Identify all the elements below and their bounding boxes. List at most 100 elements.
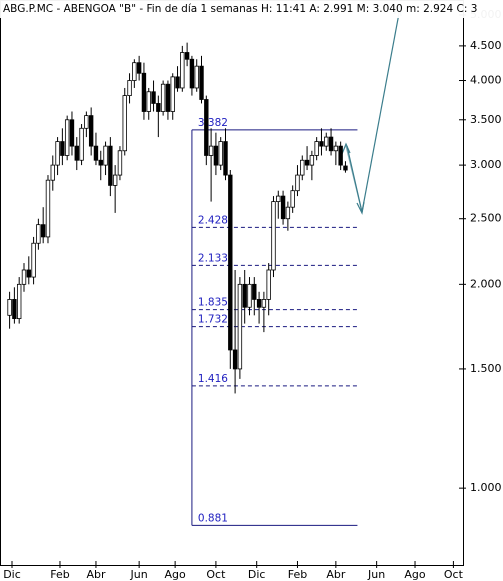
header-bg: [0, 0, 503, 18]
candle-body: [112, 174, 118, 186]
candle-body: [136, 62, 142, 74]
candle-body: [271, 201, 276, 271]
candle-body: [300, 159, 305, 176]
candle-body: [16, 283, 22, 319]
fib-level-label: 2.428: [198, 214, 228, 226]
candle-body: [208, 145, 214, 156]
fib-level-label: 3.382: [198, 117, 228, 129]
candle-body: [228, 174, 233, 351]
candle-body: [319, 141, 324, 147]
candle-body: [232, 349, 238, 370]
y-tick-label: 3.000: [470, 158, 502, 171]
candle-body: [309, 155, 315, 166]
candle-body: [184, 52, 190, 60]
candle-body: [79, 127, 84, 161]
projection-arrows: [341, 4, 402, 215]
candle-body: [146, 91, 151, 112]
y-tick-label: 1.500: [470, 362, 502, 375]
candle-body: [84, 115, 89, 129]
candle-body: [60, 141, 65, 156]
candle-body: [199, 65, 204, 100]
candle-body: [31, 242, 36, 278]
y-tick-label: 2.500: [470, 212, 502, 225]
candle-body: [160, 83, 166, 112]
candle-body: [194, 65, 199, 89]
y-tick-label: 4.000: [470, 74, 502, 87]
candle-body: [151, 91, 156, 104]
candle-body: [55, 141, 60, 166]
candle-body: [50, 164, 55, 181]
candle-body: [156, 103, 161, 112]
candle-body: [324, 136, 329, 147]
x-tick-label: Oct: [444, 568, 464, 581]
x-tick-label: Dic: [3, 568, 21, 581]
candle-body: [98, 159, 103, 166]
candle-body: [93, 145, 99, 161]
y-tick-label: 1.000: [470, 481, 502, 494]
candle-body: [280, 195, 286, 220]
candle-body: [218, 141, 223, 166]
y-tick-label: 2.000: [470, 277, 502, 290]
candle-body: [343, 165, 348, 171]
candle-body: [21, 269, 27, 285]
fib-level-label: 1.835: [198, 297, 228, 309]
candle-body: [141, 72, 147, 112]
x-tick-label: Dic: [248, 568, 266, 581]
x-tick-label: Ago: [404, 568, 426, 581]
x-tick-label: Oct: [206, 568, 226, 581]
candle-body: [36, 224, 41, 244]
candle-body: [74, 145, 79, 161]
candle-body: [40, 224, 46, 238]
candle-body: [165, 83, 171, 112]
candle-body: [276, 195, 281, 202]
fib-level-label: 1.416: [198, 373, 228, 385]
projection-back: [345, 145, 363, 213]
x-tick-label: Jun: [130, 568, 148, 581]
candle-body: [256, 299, 262, 308]
x-tick-label: Feb: [288, 568, 307, 581]
candle-body: [175, 76, 180, 89]
chart-title: ABG.P.MC - ABENGOA "B" - Fin de día 1 se…: [3, 3, 477, 15]
candle-body: [333, 145, 339, 152]
candle-body: [103, 145, 108, 166]
candle-body: [127, 80, 132, 97]
projection-up: [361, 7, 401, 213]
candle-body: [328, 136, 334, 152]
y-tick-label: 4.500: [470, 39, 502, 52]
candle-body: [64, 119, 70, 156]
candle-body: [314, 141, 319, 156]
fib-level-label: 0.881: [198, 512, 228, 524]
candle-body: [7, 299, 12, 316]
candle-body: [285, 206, 291, 220]
candle-body: [290, 190, 295, 208]
arrowhead: [341, 142, 351, 155]
candle-body: [122, 95, 127, 152]
x-tick-label: Jun: [367, 568, 385, 581]
candle-body: [45, 179, 51, 238]
candle-body: [213, 145, 219, 166]
candle-body: [132, 62, 137, 81]
x-tick-label: Abr: [86, 568, 106, 581]
candle-body: [261, 299, 267, 308]
candle-body: [295, 174, 300, 192]
candle-body: [266, 269, 271, 300]
y-tick-label: 3.500: [470, 113, 502, 126]
candle-body: [12, 299, 17, 319]
candle-body: [237, 283, 243, 370]
candle-body: [252, 283, 257, 300]
candle-body: [180, 52, 185, 89]
candle-body: [247, 283, 252, 308]
candle-body: [69, 119, 75, 147]
candle-body: [170, 76, 175, 112]
candle-body: [204, 99, 209, 156]
candle-body: [108, 145, 113, 186]
candle-body: [242, 283, 247, 308]
candle-body: [88, 115, 94, 147]
candle-body: [338, 145, 343, 166]
candle-body: [26, 269, 31, 278]
fib-level-label: 1.732: [198, 314, 228, 326]
candle-body: [304, 159, 310, 166]
candle-body: [189, 58, 195, 89]
x-tick-label: Ago: [164, 568, 186, 581]
